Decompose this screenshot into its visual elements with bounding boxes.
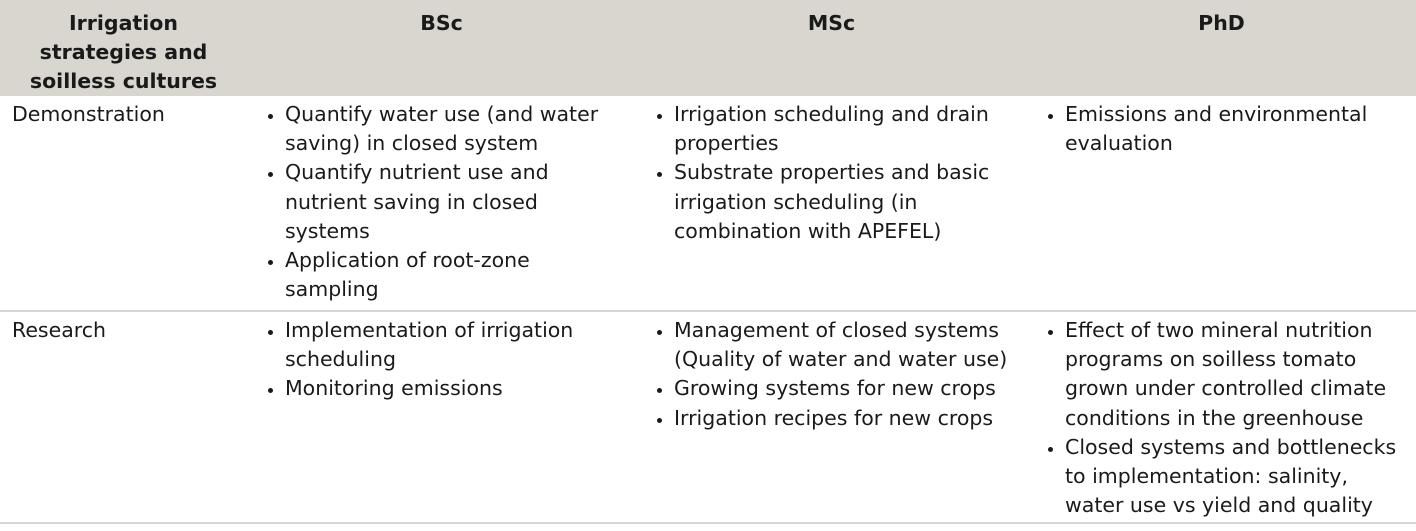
research-bsc-cell: Implementation of irrigation scheduling … xyxy=(247,311,636,525)
list-item: Management of closed systems (Quality of… xyxy=(674,316,1017,374)
list-item: Quantify nutrient use and nutrient savin… xyxy=(285,158,626,246)
list-item: Irrigation scheduling and drain properti… xyxy=(674,100,1017,158)
list-item: Closed systems and bottlenecks to implem… xyxy=(1065,433,1406,521)
header-bsc: BSc xyxy=(247,0,636,96)
table-row-demonstration: Demonstration Quantify water use (and wa… xyxy=(0,96,1416,312)
research-msc-cell: Management of closed systems (Quality of… xyxy=(636,311,1027,525)
demonstration-msc-cell: Irrigation scheduling and drain properti… xyxy=(636,96,1027,312)
demonstration-bsc-cell: Quantify water use (and water saving) in… xyxy=(247,96,636,312)
header-irrigation-strategies: Irrigation strategies and soilless cultu… xyxy=(0,0,247,96)
header-msc: MSc xyxy=(636,0,1027,96)
table-body: Demonstration Quantify water use (and wa… xyxy=(0,96,1416,525)
row-label-demonstration: Demonstration xyxy=(0,96,247,312)
table-header: Irrigation strategies and soilless cultu… xyxy=(0,0,1416,96)
list-item: Substrate properties and basic irrigatio… xyxy=(674,158,1017,246)
research-phd-cell: Effect of two mineral nutrition programs… xyxy=(1027,311,1416,525)
research-msc-list: Management of closed systems (Quality of… xyxy=(648,316,1017,433)
list-item: Application of root-zone sampling xyxy=(285,246,626,304)
list-item: Quantify water use (and water saving) in… xyxy=(285,100,626,158)
list-item: Monitoring emissions xyxy=(285,374,626,403)
list-item: Emissions and environmental evaluation xyxy=(1065,100,1406,158)
header-phd: PhD xyxy=(1027,0,1416,96)
list-item: Effect of two mineral nutrition programs… xyxy=(1065,316,1406,433)
list-item: Irrigation recipes for new crops xyxy=(674,404,1017,433)
demonstration-phd-cell: Emissions and environmental evaluation xyxy=(1027,96,1416,312)
research-phd-list: Effect of two mineral nutrition programs… xyxy=(1039,316,1406,520)
demonstration-phd-list: Emissions and environmental evaluation xyxy=(1039,100,1406,158)
table-row-research: Research Implementation of irrigation sc… xyxy=(0,311,1416,525)
list-item: Growing systems for new crops xyxy=(674,374,1017,403)
list-item: Implementation of irrigation scheduling xyxy=(285,316,626,374)
research-bsc-list: Implementation of irrigation scheduling … xyxy=(259,316,626,404)
header-row: Irrigation strategies and soilless cultu… xyxy=(0,0,1416,96)
demonstration-bsc-list: Quantify water use (and water saving) in… xyxy=(259,100,626,304)
demonstration-msc-list: Irrigation scheduling and drain properti… xyxy=(648,100,1017,246)
row-label-research: Research xyxy=(0,311,247,525)
